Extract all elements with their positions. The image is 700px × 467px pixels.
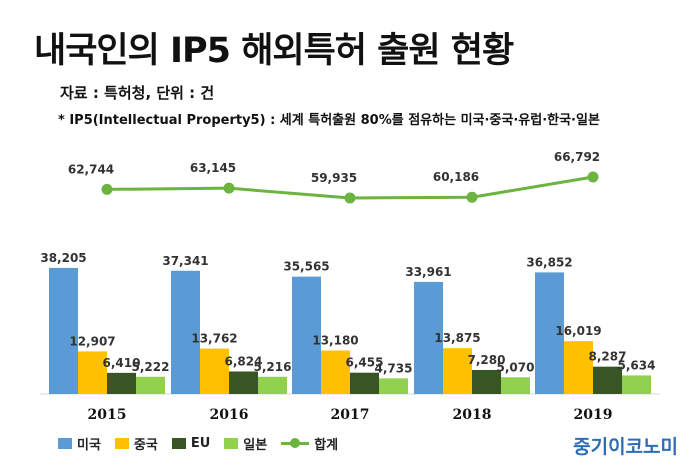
point-total-2017 bbox=[344, 192, 356, 204]
legend-swatch-us bbox=[58, 438, 72, 449]
x-tick-label-2016: 2016 bbox=[210, 407, 249, 423]
point-total-2019 bbox=[587, 171, 599, 183]
bar-us-2016 bbox=[171, 270, 200, 394]
bar-us-2019 bbox=[535, 272, 564, 394]
data-label-japan-2017: 4,735 bbox=[375, 361, 413, 375]
legend-swatch-japan bbox=[224, 438, 239, 449]
bar-china-2018 bbox=[443, 348, 472, 394]
data-label-eu-2015: 6,410 bbox=[103, 356, 141, 370]
legend-item-total: 합계 bbox=[281, 434, 338, 453]
bar-china-2015 bbox=[78, 351, 107, 394]
data-label-china-2015: 12,907 bbox=[69, 334, 115, 348]
bar-eu-2016 bbox=[229, 371, 258, 394]
data-label-us-2017: 35,565 bbox=[283, 260, 329, 274]
legend-item-eu: EU bbox=[171, 436, 211, 451]
data-label-eu-2017: 6,455 bbox=[346, 356, 384, 370]
data-label-eu-2018: 7,280 bbox=[468, 353, 506, 367]
legend-swatch-china bbox=[114, 438, 129, 449]
point-total-2018 bbox=[466, 191, 478, 203]
chart-title: 내국인의 IP5 해외특허 출원 현황 bbox=[34, 31, 514, 71]
chart-note: * IP5(Intellectual Property5) : 세계 특허출원 … bbox=[58, 113, 600, 128]
legend-label-us: 미국 bbox=[77, 438, 101, 453]
legend-label-total: 합계 bbox=[314, 438, 339, 453]
x-tick-label-2017: 2017 bbox=[331, 407, 370, 423]
data-label-total-2019: 66,792 bbox=[554, 150, 600, 164]
data-label-total-2015: 62,744 bbox=[68, 162, 114, 176]
data-label-eu-2019: 8,287 bbox=[589, 350, 627, 364]
data-label-china-2016: 13,762 bbox=[191, 332, 237, 346]
bar-japan-2015 bbox=[136, 376, 165, 394]
legend-label-china: 중국 bbox=[133, 438, 158, 453]
bar-japan-2016 bbox=[258, 376, 287, 394]
bar-eu-2017 bbox=[350, 372, 379, 394]
legend-label-japan: 일본 bbox=[243, 438, 268, 453]
bar-eu-2015 bbox=[107, 372, 136, 394]
point-total-2016 bbox=[223, 182, 235, 194]
bar-china-2019 bbox=[564, 341, 593, 394]
legend-item-us: 미국 bbox=[58, 434, 101, 453]
chart-legend: 미국 중국 EU 일본 합계 bbox=[58, 434, 338, 453]
legend-swatch-total bbox=[281, 438, 310, 449]
legend-item-japan: 일본 bbox=[224, 434, 267, 453]
data-label-china-2018: 13,875 bbox=[434, 331, 480, 345]
bar-us-2017 bbox=[292, 276, 321, 394]
x-tick-label-2019: 2019 bbox=[574, 407, 613, 423]
data-label-japan-2015: 5,222 bbox=[132, 360, 170, 374]
data-label-eu-2016: 6,824 bbox=[225, 354, 263, 368]
bar-us-2015 bbox=[49, 267, 78, 394]
legend-swatch-eu bbox=[171, 438, 186, 449]
data-label-us-2016: 37,341 bbox=[162, 254, 208, 268]
point-total-2015 bbox=[101, 183, 113, 195]
data-label-china-2017: 13,180 bbox=[312, 334, 358, 348]
data-label-us-2018: 33,961 bbox=[405, 265, 451, 279]
x-tick-label-2015: 2015 bbox=[88, 407, 127, 423]
bar-china-2017 bbox=[321, 350, 350, 394]
brand-logo: 중기이코노미 bbox=[573, 436, 678, 458]
bar-japan-2019 bbox=[622, 375, 651, 394]
bar-china-2016 bbox=[200, 348, 229, 394]
data-label-japan-2019: 5,634 bbox=[618, 358, 656, 372]
data-label-us-2019: 36,852 bbox=[526, 255, 572, 269]
data-label-total-2018: 60,186 bbox=[433, 170, 479, 184]
bar-japan-2017 bbox=[379, 378, 408, 394]
data-label-japan-2018: 5,070 bbox=[497, 360, 535, 374]
chart-source: 자료 : 특허청, 단위 : 건 bbox=[60, 84, 215, 102]
data-label-us-2015: 38,205 bbox=[40, 251, 86, 265]
legend-item-china: 중국 bbox=[114, 434, 158, 453]
bar-us-2018 bbox=[414, 281, 443, 394]
bar-japan-2018 bbox=[501, 377, 530, 394]
bar-eu-2018 bbox=[472, 369, 501, 394]
x-tick-label-2018: 2018 bbox=[453, 407, 492, 423]
data-label-total-2016: 63,145 bbox=[190, 161, 236, 175]
data-label-japan-2016: 5,216 bbox=[254, 360, 292, 374]
legend-label-eu: EU bbox=[190, 436, 211, 451]
data-label-china-2019: 16,019 bbox=[555, 324, 601, 338]
data-label-total-2017: 59,935 bbox=[311, 171, 357, 185]
bar-eu-2019 bbox=[593, 366, 622, 394]
